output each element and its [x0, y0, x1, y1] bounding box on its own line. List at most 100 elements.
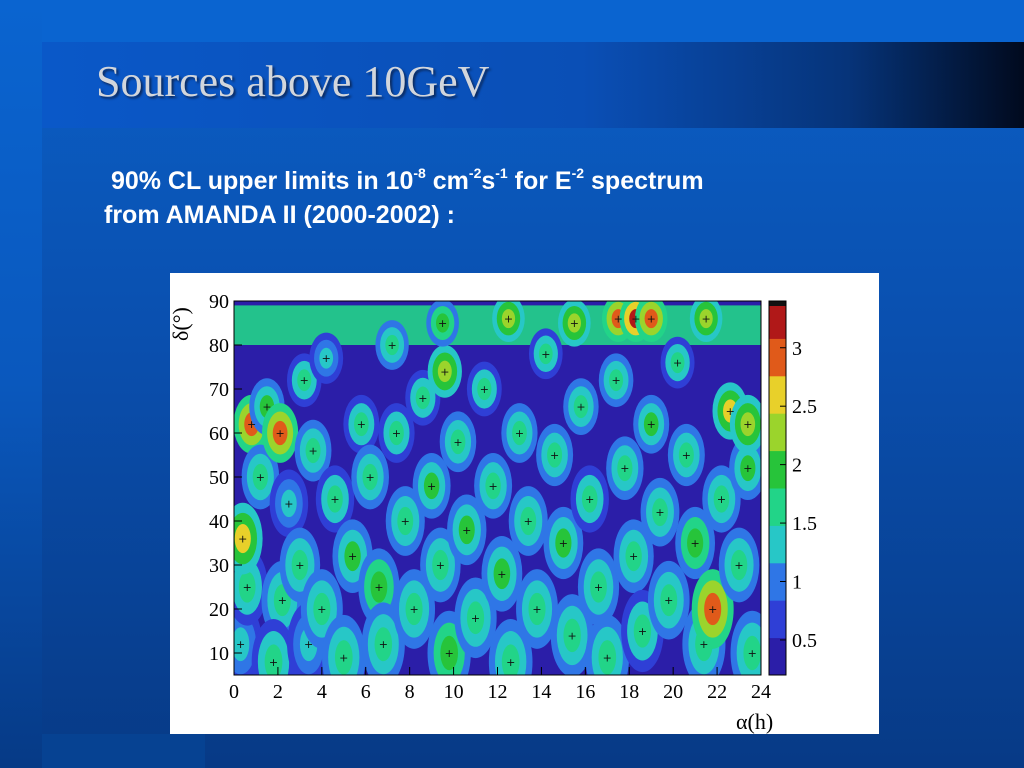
source-marker: + [374, 581, 383, 594]
limit-contour [625, 541, 642, 572]
subtitle-exponent-2: -2 [468, 165, 482, 181]
source-marker: + [629, 550, 638, 563]
source-marker: + [379, 638, 388, 651]
x-tick-label: 22 [707, 681, 727, 703]
source-marker: + [568, 629, 577, 642]
limit-contour [374, 627, 393, 662]
x-tick-label: 18 [619, 681, 639, 703]
colorbar-tick-label: 3 [792, 338, 802, 360]
source-marker: + [611, 374, 620, 387]
source-marker: + [717, 493, 726, 506]
limit-contour [389, 420, 404, 446]
limit-contour [609, 369, 624, 392]
limit-contour [598, 640, 617, 675]
limit-contour [435, 313, 450, 333]
limit-contour [432, 549, 449, 581]
limit-contour [555, 528, 572, 558]
source-marker: + [387, 339, 396, 352]
source-marker: + [515, 427, 524, 440]
title-band [42, 42, 1024, 128]
source-marker: + [594, 581, 603, 594]
subtitle-line-2: from AMANDA II (2000-2002) : [104, 201, 456, 229]
limit-contour [699, 309, 713, 329]
source-marker: + [236, 638, 245, 651]
x-tick-label: 12 [488, 681, 508, 703]
colorbar-tick-label: 2.5 [792, 396, 817, 418]
limit-contour [477, 377, 492, 401]
source-marker: + [701, 313, 710, 326]
limit-contour [704, 592, 722, 626]
source-marker: + [620, 462, 629, 475]
colorbar-segment [769, 450, 786, 489]
limit-contour [385, 334, 399, 356]
x-tick-label: 10 [444, 681, 464, 703]
limit-contour [272, 420, 288, 446]
limit-contour [633, 614, 652, 648]
source-marker: + [743, 462, 752, 475]
limit-contour [238, 571, 256, 603]
source-marker: + [427, 480, 436, 493]
x-axis-label: α(h) [736, 709, 773, 734]
limit-contour [581, 485, 598, 513]
limit-contour [730, 549, 748, 581]
limit-contour [670, 352, 685, 374]
source-marker: + [655, 506, 664, 519]
colorbar-tick-label: 0.5 [792, 630, 817, 652]
source-marker: + [243, 581, 252, 594]
limit-contour [234, 524, 251, 554]
x-tick-label: 14 [531, 681, 551, 703]
source-marker: + [317, 603, 326, 616]
source-marker: + [614, 313, 623, 326]
y-tick-label: 70 [209, 379, 229, 401]
skymap-figure: + + + + + + + + + + + + + + + + + + + + + + + + + + + + + + + + + + + + + + + +… [170, 273, 879, 734]
colorbar-segment [769, 562, 786, 601]
limit-contour [437, 360, 452, 383]
colorbar-segment [769, 525, 786, 564]
source-marker: + [304, 638, 313, 651]
source-marker: + [576, 401, 585, 414]
limit-contour [563, 618, 581, 653]
subtitle-exponent-1: -8 [413, 165, 426, 181]
limit-contour [678, 442, 694, 468]
source-marker: + [480, 383, 489, 396]
source-marker: + [504, 313, 513, 326]
source-marker: + [603, 651, 612, 664]
limit-contour [520, 506, 537, 536]
x-tick-label: 16 [575, 681, 595, 703]
source-marker: + [506, 656, 515, 669]
limit-contour [415, 386, 430, 410]
source-marker: + [366, 471, 375, 484]
colorbar-tick-label: 1 [792, 572, 802, 594]
colorbar-tick-label: 2 [792, 455, 802, 477]
source-marker: + [647, 313, 656, 326]
source-marker: + [471, 612, 480, 625]
limit-contour [458, 515, 475, 545]
limit-contour [743, 635, 761, 671]
source-marker: + [339, 651, 348, 664]
y-tick-label: 30 [209, 555, 229, 577]
source-marker: + [570, 317, 579, 330]
bottom-left-block [42, 734, 205, 768]
limit-contour [485, 472, 501, 500]
limit-contour [538, 343, 553, 365]
limit-contour [450, 429, 466, 455]
limit-contour [644, 309, 658, 329]
source-marker: + [638, 625, 647, 638]
limit-contour [501, 309, 516, 329]
limit-contour [567, 313, 581, 333]
limit-contour [297, 369, 312, 392]
colorbar-segment [769, 338, 786, 377]
limit-contour [252, 463, 269, 491]
skymap-chart: + + + + + + + + + + + + + + + + + + + + + + + + + + + + + + + + + + + + + + + +… [170, 291, 817, 734]
limit-contour [440, 635, 459, 671]
colorbar-segment [769, 600, 786, 639]
x-tick-label: 0 [229, 681, 239, 703]
limit-contour [660, 584, 678, 617]
y-tick-label: 20 [209, 599, 229, 621]
limit-contour [281, 489, 297, 518]
source-marker: + [453, 436, 462, 449]
limit-contour [740, 455, 756, 482]
source-marker: + [524, 515, 533, 528]
limit-contour [370, 571, 388, 603]
limit-contour [617, 455, 633, 482]
